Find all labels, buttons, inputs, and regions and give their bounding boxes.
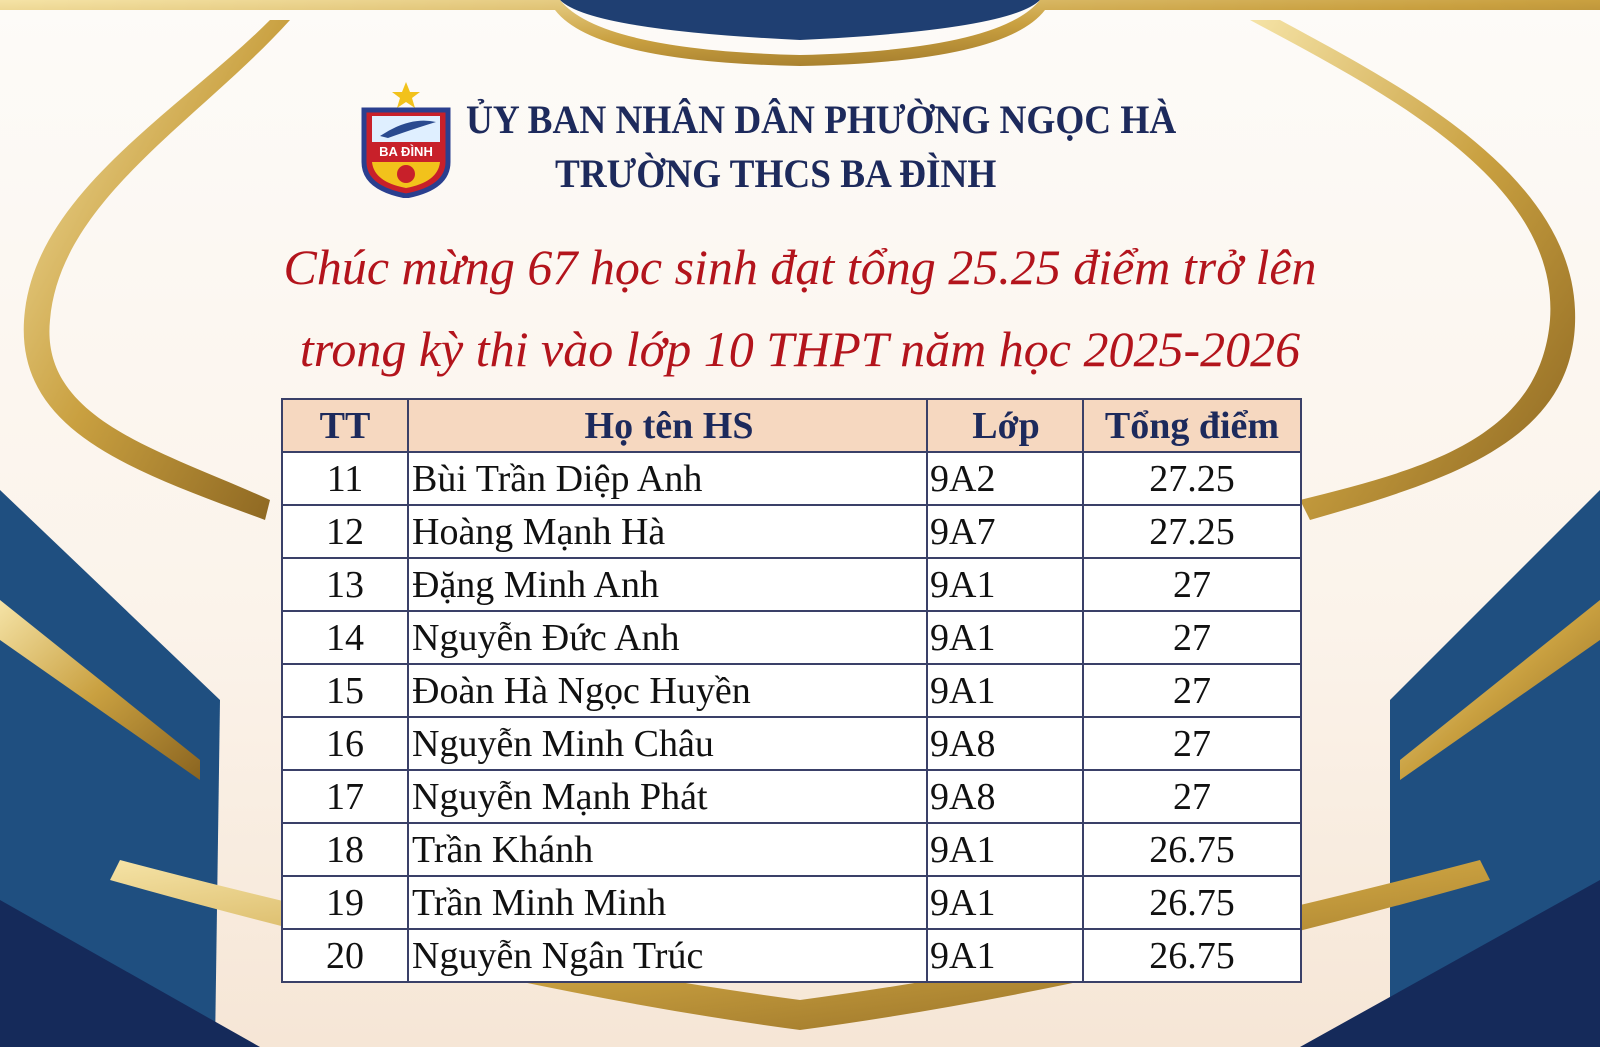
col-header-name: Họ tên HS <box>407 398 928 453</box>
table-row: 20 Nguyễn Ngân Trúc 9A1 26.75 <box>281 928 1302 983</box>
header-line-1: ỦY BAN NHÂN DÂN PHƯỜNG NGỌC HÀ <box>466 97 1177 142</box>
class: 9A8 <box>926 716 1084 771</box>
table-row: 12 Hoàng Mạnh Hà 9A7 27.25 <box>281 504 1302 559</box>
congrats-title-line-1: Chúc mừng 67 học sinh đạt tổng 25.25 điể… <box>283 239 1317 295</box>
class: 9A1 <box>926 875 1084 930</box>
row-number: 20 <box>281 928 409 983</box>
table-row: 16 Nguyễn Minh Châu 9A8 27 <box>281 716 1302 771</box>
class: 9A2 <box>926 451 1084 506</box>
class: 9A7 <box>926 504 1084 559</box>
row-number: 19 <box>281 875 409 930</box>
student-name: Nguyễn Mạnh Phát <box>407 769 928 824</box>
total-score: 27 <box>1082 610 1302 665</box>
student-name: Đoàn Hà Ngọc Huyền <box>407 663 928 718</box>
row-number: 12 <box>281 504 409 559</box>
table-row: 15 Đoàn Hà Ngọc Huyền 9A1 27 <box>281 663 1302 718</box>
student-name: Bùi Trần Diệp Anh <box>407 451 928 506</box>
total-score: 26.75 <box>1082 875 1302 930</box>
class: 9A1 <box>926 610 1084 665</box>
table-row: 17 Nguyễn Mạnh Phát 9A8 27 <box>281 769 1302 824</box>
student-name: Nguyễn Minh Châu <box>407 716 928 771</box>
student-name: Hoàng Mạnh Hà <box>407 504 928 559</box>
header-line-2: TRƯỜNG THCS BA ĐÌNH <box>555 151 997 196</box>
student-name: Nguyễn Ngân Trúc <box>407 928 928 983</box>
col-header-tt: TT <box>281 398 409 453</box>
row-number: 11 <box>281 451 409 506</box>
congrats-title-line-2: trong kỳ thi vào lớp 10 THPT năm học 202… <box>299 321 1301 377</box>
row-number: 13 <box>281 557 409 612</box>
table-row: 14 Nguyễn Đức Anh 9A1 27 <box>281 610 1302 665</box>
student-name: Đặng Minh Anh <box>407 557 928 612</box>
student-name: Trần Minh Minh <box>407 875 928 930</box>
table-row: 11 Bùi Trần Diệp Anh 9A2 27.25 <box>281 451 1302 506</box>
class: 9A1 <box>926 928 1084 983</box>
row-number: 15 <box>281 663 409 718</box>
school-logo: BA ĐÌNH <box>361 82 451 198</box>
col-header-class: Lớp <box>926 398 1084 453</box>
total-score: 27 <box>1082 663 1302 718</box>
table-row: 13 Đặng Minh Anh 9A1 27 <box>281 557 1302 612</box>
row-number: 14 <box>281 610 409 665</box>
col-header-score: Tổng điểm <box>1082 398 1302 453</box>
row-number: 17 <box>281 769 409 824</box>
total-score: 27 <box>1082 557 1302 612</box>
total-score: 27 <box>1082 716 1302 771</box>
table-header-row: TT Họ tên HS Lớp Tổng điểm <box>281 398 1302 453</box>
table-row: 18 Trần Khánh 9A1 26.75 <box>281 822 1302 877</box>
class: 9A8 <box>926 769 1084 824</box>
results-table: TT Họ tên HS Lớp Tổng điểm 11 Bùi Trần Di… <box>281 398 1302 983</box>
total-score: 26.75 <box>1082 928 1302 983</box>
total-score: 27.25 <box>1082 451 1302 506</box>
student-name: Nguyễn Đức Anh <box>407 610 928 665</box>
class: 9A1 <box>926 557 1084 612</box>
class: 9A1 <box>926 822 1084 877</box>
total-score: 26.75 <box>1082 822 1302 877</box>
class: 9A1 <box>926 663 1084 718</box>
total-score: 27.25 <box>1082 504 1302 559</box>
row-number: 18 <box>281 822 409 877</box>
table-row: 19 Trần Minh Minh 9A1 26.75 <box>281 875 1302 930</box>
svg-text:BA ĐÌNH: BA ĐÌNH <box>379 144 433 159</box>
row-number: 16 <box>281 716 409 771</box>
student-name: Trần Khánh <box>407 822 928 877</box>
total-score: 27 <box>1082 769 1302 824</box>
